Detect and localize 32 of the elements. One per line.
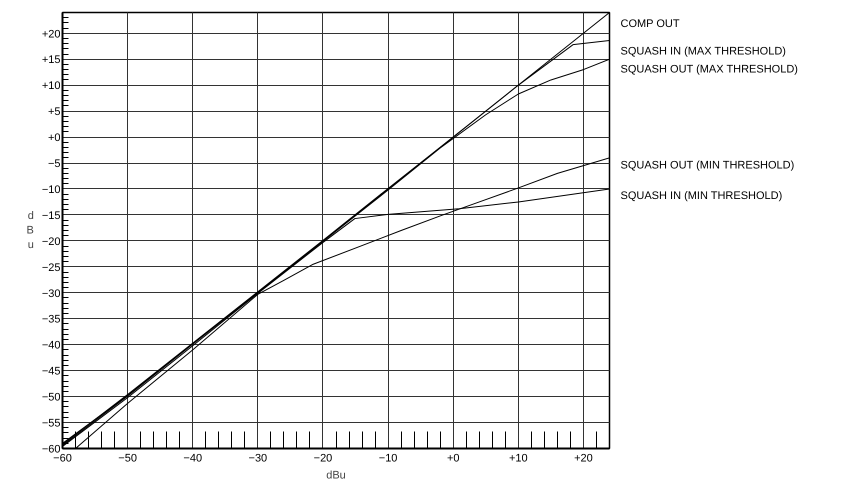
y-tick-label: +15 — [42, 54, 61, 66]
series-label: SQUASH IN (MAX THRESHOLD) — [620, 45, 786, 58]
y-tick-label: +0 — [48, 132, 61, 144]
x-tick-label: −20 — [314, 452, 332, 464]
y-tick-label: +10 — [42, 80, 61, 92]
y-tick-label: −20 — [42, 236, 61, 248]
y-tick-label: −50 — [42, 392, 61, 404]
x-tick-label: −40 — [183, 452, 202, 464]
x-tick-label: +10 — [509, 452, 528, 464]
series-label: SQUASH IN (MIN THRESHOLD) — [620, 190, 782, 202]
series-label: SQUASH OUT (MAX THRESHOLD) — [620, 64, 798, 76]
y-axis-title: dBu — [26, 210, 34, 251]
y-tick-label: −15 — [42, 210, 61, 222]
x-tick-label: +20 — [574, 452, 593, 464]
y-tick-label: −45 — [42, 366, 61, 378]
y-tick-label: +5 — [48, 106, 61, 118]
series-label: SQUASH OUT (MIN THRESHOLD) — [620, 160, 794, 172]
y-tick-label: −35 — [42, 314, 61, 326]
y-tick-label: −55 — [42, 418, 61, 430]
x-tick-label: −50 — [118, 452, 137, 464]
x-axis-title: dBu — [326, 470, 346, 482]
y-tick-label: −25 — [42, 262, 61, 274]
x-tick-label: −30 — [248, 452, 268, 464]
y-tick-label: −40 — [42, 340, 61, 352]
y-tick-label: −5 — [48, 158, 61, 170]
y-tick-label: +20 — [42, 28, 61, 40]
y-tick-label: −10 — [42, 184, 61, 196]
series-label: COMP OUT — [620, 18, 680, 30]
x-tick-label: +0 — [446, 452, 460, 464]
y-tick-label: −60 — [42, 444, 61, 456]
x-tick-label: −10 — [378, 452, 398, 464]
y-tick-label: −30 — [42, 288, 61, 300]
